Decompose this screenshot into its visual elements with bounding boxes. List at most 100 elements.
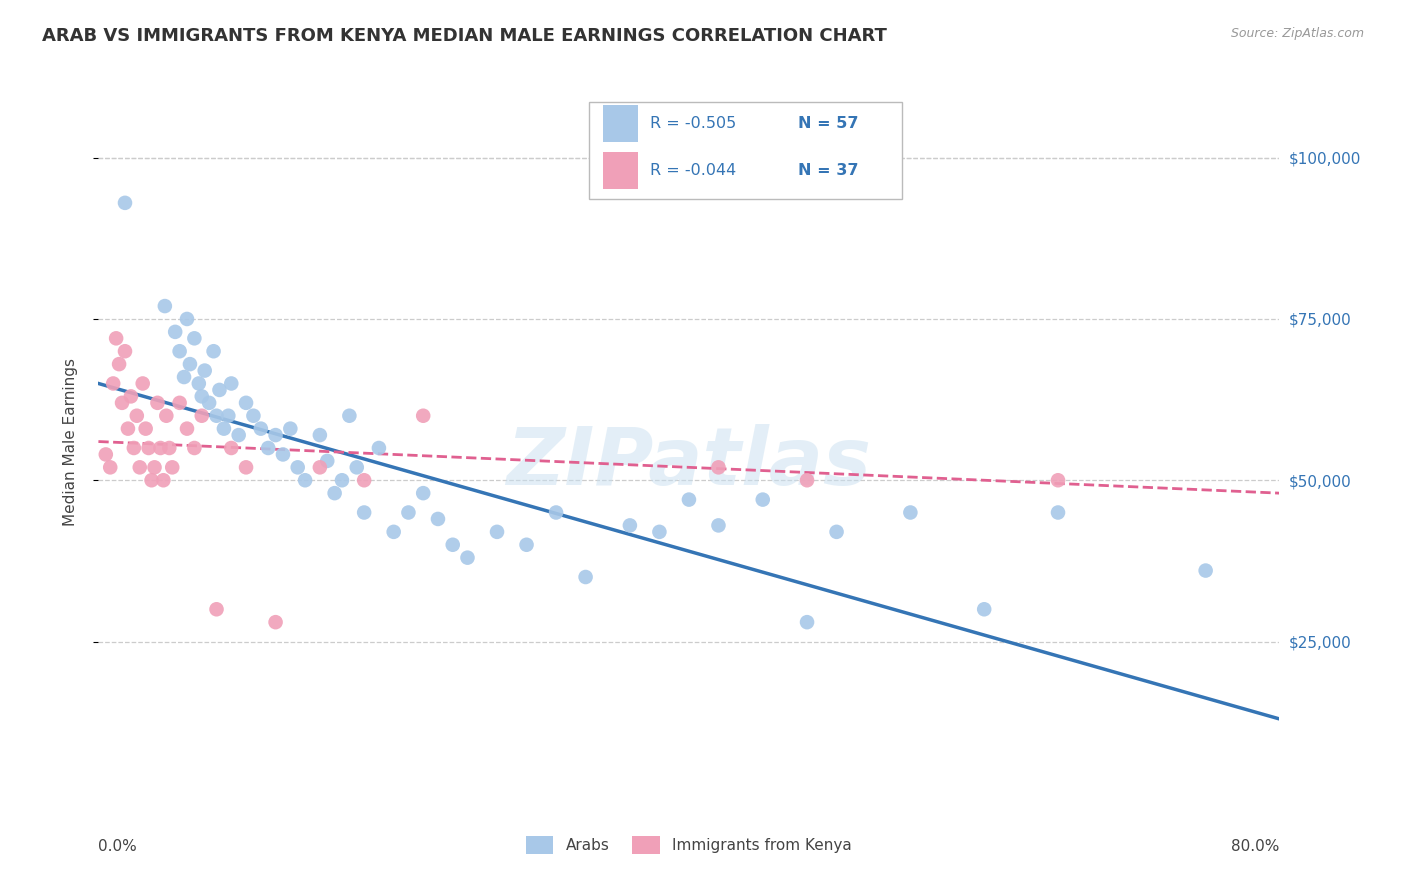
Text: R = -0.505: R = -0.505 [650,116,737,131]
Point [217,409,239,423]
Point [228,428,250,442]
Point [339,409,361,423]
Point [153,299,176,313]
Text: 0.0%: 0.0% [98,838,138,854]
Point [141,473,163,487]
Point [179,357,201,371]
Point [412,486,434,500]
Point [648,524,671,539]
Point [316,454,339,468]
Point [796,615,818,630]
Point [176,422,198,436]
Point [138,441,160,455]
Point [796,473,818,487]
Point [194,363,217,377]
Point [323,486,346,500]
Point [117,422,139,436]
Point [427,512,450,526]
Point [752,492,775,507]
Text: Source: ZipAtlas.com: Source: ZipAtlas.com [1230,27,1364,40]
Point [398,506,420,520]
Point [271,447,294,461]
Point [280,422,302,436]
Text: N = 37: N = 37 [797,163,858,178]
Point [143,460,166,475]
Point [221,441,243,455]
Point [1195,564,1218,578]
Point [441,538,464,552]
Point [173,370,195,384]
Point [707,518,730,533]
Point [128,460,150,475]
Point [221,376,243,391]
Point [103,376,125,391]
Point [264,615,287,630]
Point [257,441,280,455]
Point [1046,506,1070,520]
Point [287,460,309,475]
Point [187,376,209,391]
Point [111,396,134,410]
Point [191,409,214,423]
Point [152,473,174,487]
Point [309,460,332,475]
Point [1046,473,1070,487]
Point [264,428,287,442]
Point [205,602,228,616]
Point [309,428,332,442]
Point [707,460,730,475]
Point [135,422,157,436]
Point [546,506,568,520]
Point [242,409,264,423]
Point [202,344,225,359]
Point [619,518,641,533]
Point [368,441,391,455]
Point [575,570,598,584]
Point [108,357,131,371]
Point [330,473,353,487]
Point [198,396,221,410]
Point [205,409,228,423]
Point [346,460,368,475]
Point [169,344,191,359]
Text: N = 57: N = 57 [797,116,858,131]
FancyBboxPatch shape [603,152,638,189]
Point [169,396,191,410]
Point [132,376,155,391]
Point [973,602,995,616]
Point [114,344,136,359]
Point [155,409,177,423]
Point [900,506,922,520]
Point [382,524,405,539]
Point [176,312,198,326]
Point [825,524,848,539]
Legend: Arabs, Immigrants from Kenya: Arabs, Immigrants from Kenya [520,830,858,860]
Point [162,460,183,475]
Point [165,325,187,339]
Point [122,441,145,455]
Y-axis label: Median Male Earnings: Median Male Earnings [63,358,77,525]
Point [678,492,700,507]
Point [183,441,205,455]
Point [105,331,128,345]
Point [212,422,235,436]
Point [208,383,231,397]
Point [191,389,214,403]
Point [114,195,136,210]
Point [250,422,273,436]
Point [516,538,538,552]
FancyBboxPatch shape [603,105,638,143]
Point [294,473,316,487]
Point [353,473,375,487]
Point [412,409,434,423]
Text: ARAB VS IMMIGRANTS FROM KENYA MEDIAN MALE EARNINGS CORRELATION CHART: ARAB VS IMMIGRANTS FROM KENYA MEDIAN MAL… [42,27,887,45]
Point [146,396,169,410]
Point [486,524,509,539]
Text: ZIPatlas: ZIPatlas [506,425,872,502]
Text: 80.0%: 80.0% [1232,838,1279,854]
Point [149,441,172,455]
Point [457,550,479,565]
Point [125,409,148,423]
Point [235,460,257,475]
Point [353,506,375,520]
